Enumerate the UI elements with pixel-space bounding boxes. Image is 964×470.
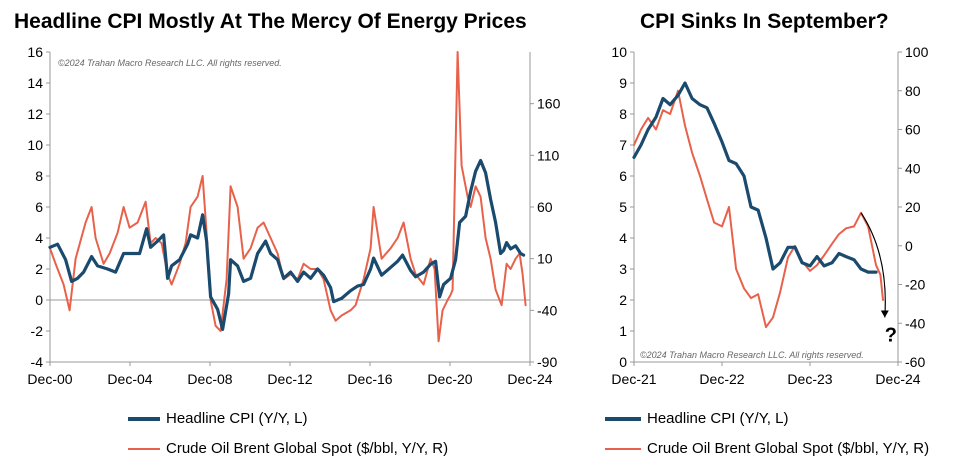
legend-item-cpi-right: Headline CPI (Y/Y, L) [605,410,788,427]
y-tick-label-left: 10 [27,137,43,153]
y-tick-label-right: 100 [905,44,929,60]
y-tick-label-right: -40 [905,315,925,331]
y-tick-label-left: 0 [35,292,43,308]
legend-label-cpi: Headline CPI (Y/Y, L) [166,410,308,427]
x-tick-label: Dec-08 [187,371,232,387]
legend-label-cpi-right: Headline CPI (Y/Y, L) [647,410,789,427]
legend-label-oil-right: Crude Oil Brent Global Spot ($/bbl, Y/Y,… [647,440,930,457]
x-tick-label: Dec-04 [107,371,152,387]
y-tick-label-left: -2 [31,323,44,339]
y-tick-label-left: 0 [619,354,627,370]
y-tick-label-left: 2 [619,292,627,308]
y-tick-label-right: 20 [905,199,921,215]
chart-title-left: Headline CPI Mostly At The Mercy Of Ener… [14,10,527,33]
legend-swatch-oil [128,447,160,450]
headline-cpi-chart: -4 -2 0 2 4 6 8 10 12 14 16 -90 -40 10 60 110 160 Dec-00 D… [27,44,561,387]
y-tick-label-left: 8 [619,106,627,122]
legend-item-cpi: Headline CPI (Y/Y, L) [128,410,307,427]
y-tick-label-right: 0 [905,238,913,254]
y-tick-label-right: -90 [537,354,557,370]
x-tick-label: Dec-16 [347,371,392,387]
x-tick-label: Dec-21 [611,371,656,387]
y-tick-label-left: 6 [35,199,43,215]
x-tick-label: Dec-00 [27,371,72,387]
legend-item-oil-right: Crude Oil Brent Global Spot ($/bbl, Y/Y,… [605,440,929,457]
y-tick-label-left: 10 [611,44,627,60]
y-tick-label-left: 3 [619,261,627,277]
y-tick-label-right: 80 [905,83,921,99]
y-tick-label-right: 60 [537,199,553,215]
y-tick-label-left: 2 [35,261,43,277]
cpi-sinks-chart: 0 1 2 3 4 5 6 7 8 9 10 -60 -40 -20 0 20 40 60 80 100 Dec-21 D… [611,44,929,387]
y-tick-label-right: 10 [537,251,553,267]
y-tick-label-right: 40 [905,160,921,176]
y-tick-label-left: 8 [35,168,43,184]
y-tick-label-left: 7 [619,137,627,153]
legend-swatch-cpi-right [605,416,641,421]
legend-item-oil: Crude Oil Brent Global Spot ($/bbl, Y/Y,… [128,440,448,457]
copyright-note-right: ©2024 Trahan Macro Research LLC. All rig… [640,350,864,360]
series-line-cpi [48,158,526,331]
annotation-arrowhead [880,310,889,318]
x-tick-label: Dec-24 [875,371,920,387]
x-tick-label: Dec-22 [699,371,744,387]
copyright-note: ©2024 Trahan Macro Research LLC. All rig… [58,58,282,68]
y-tick-label-right: -60 [905,354,925,370]
annotation-arrow [860,212,886,318]
y-tick-label-left: 5 [619,199,627,215]
x-tick-label: Dec-12 [267,371,312,387]
chart-title-right: CPI Sinks In September? [640,10,889,33]
y-tick-label-left: 12 [27,106,43,122]
series-line-oil [49,51,527,343]
y-tick-label-right: 160 [537,96,561,112]
y-tick-label-left: 6 [619,168,627,184]
y-tick-label-right: 110 [537,147,560,163]
y-tick-label-left: 1 [619,323,627,339]
y-tick-label-left: 16 [27,44,43,60]
y-tick-label-left: -4 [31,354,44,370]
x-tick-label: Dec-24 [507,371,552,387]
series-line-cpi [632,81,878,274]
annotation-question-mark: ? [885,324,897,346]
x-tick-label: Dec-20 [427,371,472,387]
y-tick-label-left: 4 [35,230,43,246]
legend-swatch-cpi [128,416,160,421]
y-tick-label-left: 14 [27,75,43,91]
legend-label-oil: Crude Oil Brent Global Spot ($/bbl, Y/Y,… [166,440,449,457]
y-tick-label-left: 4 [619,230,627,246]
y-tick-label-right: 60 [905,122,921,138]
y-tick-label-right: -20 [905,277,925,293]
y-tick-label-left: 9 [619,75,627,91]
y-tick-label-right: -40 [537,302,557,318]
x-tick-label: Dec-23 [787,371,832,387]
legend-swatch-oil-right [605,447,641,450]
